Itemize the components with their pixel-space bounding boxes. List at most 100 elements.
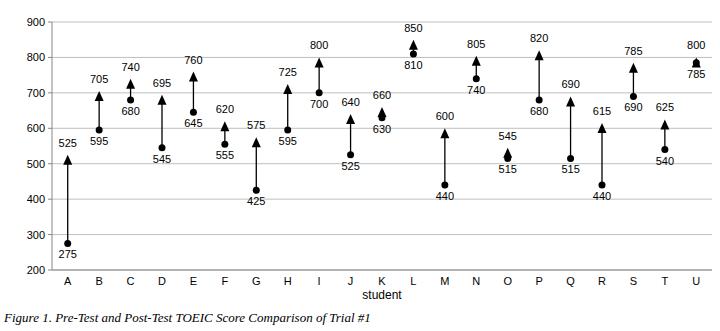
category-label: B <box>95 275 102 287</box>
data-label: 275 <box>59 248 77 260</box>
tick-mark <box>48 234 52 235</box>
pre-marker <box>441 181 448 188</box>
data-label: 760 <box>184 54 202 66</box>
tick-mark <box>48 92 52 93</box>
data-label: 640 <box>341 96 359 108</box>
data-label: 630 <box>373 123 391 135</box>
x-axis-label: student <box>362 288 402 302</box>
connector <box>193 80 194 113</box>
data-label: 680 <box>530 105 548 117</box>
pre-marker <box>536 96 543 103</box>
post-marker <box>189 72 198 82</box>
grid-line <box>52 199 712 200</box>
category-label: G <box>252 275 261 287</box>
data-label: 545 <box>153 153 171 165</box>
tick-label: 900 <box>27 16 45 28</box>
tick-mark <box>48 128 52 129</box>
pre-marker <box>253 187 260 194</box>
data-label: 620 <box>216 103 234 115</box>
category-label: F <box>221 275 228 287</box>
tick-label: 400 <box>27 193 45 205</box>
data-label: 545 <box>499 130 517 142</box>
pre-marker <box>599 181 606 188</box>
category-label: A <box>64 275 72 287</box>
tick-mark <box>48 163 52 164</box>
data-label: 800 <box>310 39 328 51</box>
post-marker <box>346 114 355 124</box>
pre-marker <box>96 127 103 134</box>
data-label: 690 <box>624 101 642 113</box>
data-label: 440 <box>593 190 611 202</box>
connector <box>161 103 162 148</box>
category-label: K <box>378 275 386 287</box>
connector <box>318 65 319 92</box>
data-label: 615 <box>593 105 611 117</box>
data-label: 810 <box>404 59 422 71</box>
post-marker <box>315 57 324 67</box>
connector <box>98 99 99 130</box>
data-label: 595 <box>90 135 108 147</box>
tick-label: 700 <box>27 87 45 99</box>
post-marker <box>220 121 229 131</box>
pre-marker <box>661 146 668 153</box>
post-marker <box>692 57 701 67</box>
post-marker <box>409 40 418 50</box>
data-label: 785 <box>687 68 705 80</box>
tick-label: 600 <box>27 122 45 134</box>
tick-mark <box>48 199 52 200</box>
connector <box>570 104 571 158</box>
category-label: Q <box>566 275 575 287</box>
y-axis <box>52 22 53 270</box>
data-label: 575 <box>247 119 265 131</box>
pre-marker <box>64 240 71 247</box>
tick-label: 500 <box>27 158 45 170</box>
post-marker <box>252 137 261 147</box>
connector <box>350 122 351 155</box>
data-label: 515 <box>561 163 579 175</box>
connector <box>444 136 445 185</box>
pre-marker <box>473 75 480 82</box>
marks <box>63 40 701 247</box>
connector <box>633 71 634 97</box>
data-label: 540 <box>656 155 674 167</box>
post-marker <box>472 56 481 66</box>
data-label: 525 <box>341 160 359 172</box>
data-label: 800 <box>687 39 705 51</box>
data-label: 820 <box>530 32 548 44</box>
category-label: O <box>503 275 512 287</box>
post-marker <box>660 119 669 129</box>
data-label: 595 <box>279 135 297 147</box>
data-label: 425 <box>247 195 265 207</box>
pre-marker <box>347 151 354 158</box>
data-label: 725 <box>279 66 297 78</box>
title: Figure 1. Pre-Test and Post-Test TOEIC S… <box>3 310 371 325</box>
data-label: 680 <box>121 105 139 117</box>
connector <box>287 92 288 130</box>
category-label: P <box>535 275 542 287</box>
pre-marker <box>221 141 228 148</box>
post-marker <box>566 96 575 106</box>
grid-line <box>52 270 712 271</box>
data-label: 805 <box>467 38 485 50</box>
chart: 200300400500600700800900ABCDEFGHIJKLMNOP… <box>0 0 720 331</box>
data-label: 700 <box>310 98 328 110</box>
pre-marker <box>567 155 574 162</box>
post-marker <box>283 84 292 94</box>
data-label: 515 <box>499 163 517 175</box>
post-marker <box>126 79 135 89</box>
data-label: 555 <box>216 149 234 161</box>
data-label: 740 <box>467 84 485 96</box>
category-label: E <box>190 275 197 287</box>
category-label: H <box>284 275 292 287</box>
pre-marker <box>630 93 637 100</box>
grid-line <box>52 163 712 164</box>
tick-mark <box>48 57 52 58</box>
pre-marker <box>190 109 197 116</box>
post-marker <box>158 95 167 105</box>
pre-marker <box>127 96 134 103</box>
post-marker <box>440 128 449 138</box>
pre-marker <box>159 144 166 151</box>
data-label: 645 <box>184 117 202 129</box>
tick-mark <box>48 270 52 271</box>
pre-marker <box>284 127 291 134</box>
